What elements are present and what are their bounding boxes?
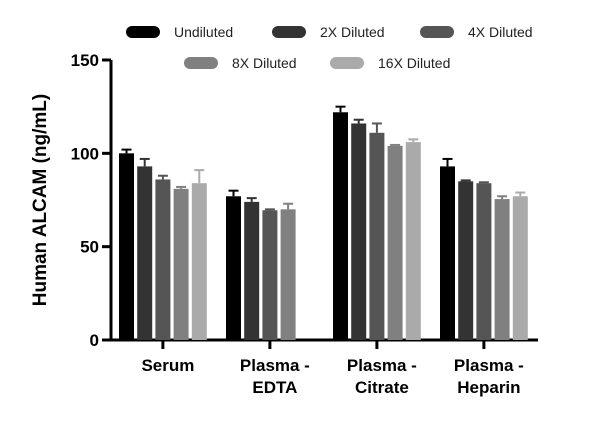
- bar: [458, 181, 473, 340]
- bar: [155, 179, 170, 340]
- bar: [119, 153, 134, 340]
- y-tick-label: 50: [80, 238, 99, 257]
- x-tick-label: Plasma -Heparin: [454, 356, 524, 397]
- bar-chart: Undiluted 2X Diluted 4X Diluted 8X Diluted 1…: [0, 0, 600, 432]
- bar: [388, 146, 403, 340]
- legend-label: Undiluted: [174, 24, 233, 40]
- bar: [281, 209, 296, 340]
- legend-swatch: [420, 26, 454, 38]
- y-tick-label: 100: [71, 144, 99, 163]
- legend-swatch: [126, 26, 160, 38]
- legend-swatch: [272, 26, 306, 38]
- bar: [333, 112, 348, 340]
- bar: [513, 196, 528, 340]
- bar: [226, 196, 241, 340]
- legend-swatch: [184, 57, 218, 69]
- x-tick-label: Serum: [141, 356, 194, 375]
- bar: [262, 210, 277, 340]
- bar: [351, 123, 366, 340]
- y-tick-label: 150: [71, 51, 99, 70]
- bar: [406, 142, 421, 340]
- legend: Undiluted 2X Diluted 4X Diluted 8X Diluted 1…: [126, 24, 533, 71]
- x-tick-label: Plasma -Citrate: [347, 356, 417, 397]
- y-tick-label: 0: [90, 331, 99, 350]
- bar: [192, 183, 207, 340]
- bar: [495, 199, 510, 340]
- legend-label: 8X Diluted: [232, 55, 297, 71]
- bar: [476, 183, 491, 340]
- y-axis-label: Human ALCAM (ng/mL): [30, 94, 51, 307]
- legend-label: 4X Diluted: [468, 24, 533, 40]
- legend-label: 16X Diluted: [378, 55, 450, 71]
- bar: [174, 189, 189, 340]
- x-tick-label: Plasma -EDTA: [240, 356, 310, 397]
- bars: [119, 107, 528, 340]
- category-labels: Serum Plasma -EDTA Plasma -Citrate Plasma -…: [141, 356, 523, 397]
- bar: [244, 202, 259, 340]
- bar: [369, 133, 384, 340]
- legend-swatch: [330, 57, 364, 69]
- bar: [440, 166, 455, 340]
- legend-label: 2X Diluted: [320, 24, 385, 40]
- bar: [137, 166, 152, 340]
